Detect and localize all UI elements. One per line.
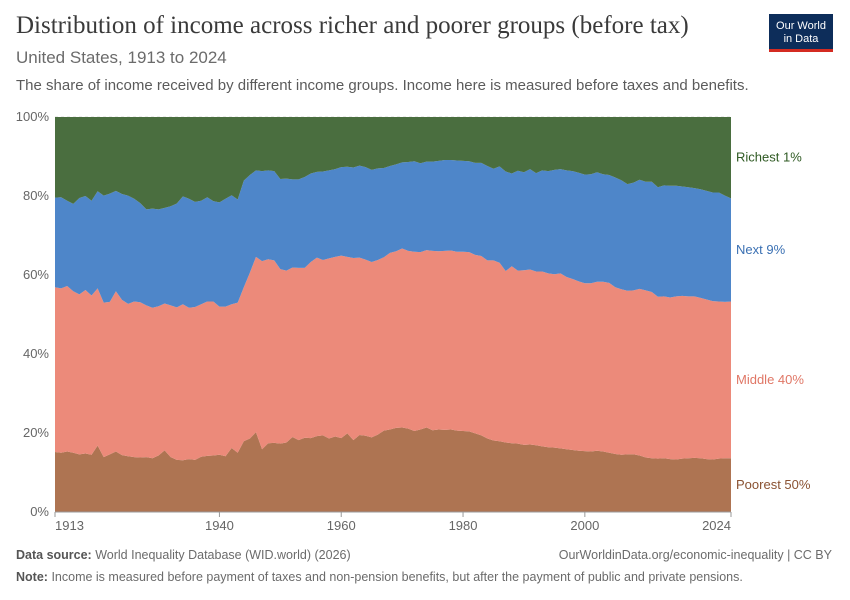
data-source-label: Data source: bbox=[16, 548, 92, 562]
x-tick-label: 2024 bbox=[702, 518, 731, 533]
area-middle-40[interactable] bbox=[55, 248, 731, 461]
area-richest-1[interactable] bbox=[55, 117, 731, 210]
series-label-next-9: Next 9% bbox=[736, 242, 786, 257]
y-tick-label: 100% bbox=[16, 109, 50, 124]
logo-line-2: in Data bbox=[783, 32, 819, 45]
chart-subtitle: United States, 1913 to 2024 bbox=[16, 48, 227, 67]
area-poorest-50[interactable] bbox=[55, 427, 731, 512]
y-tick-label: 40% bbox=[23, 346, 49, 361]
area-next-9[interactable] bbox=[55, 160, 731, 308]
y-axis: 0% 20% 40% 60% 80% 100% bbox=[16, 109, 50, 519]
area-series bbox=[55, 117, 731, 512]
series-label-poorest-50: Poorest 50% bbox=[736, 477, 811, 492]
y-tick-label: 60% bbox=[23, 267, 49, 282]
logo-line-1: Our World bbox=[776, 19, 826, 32]
series-label-richest-1: Richest 1% bbox=[736, 150, 802, 165]
chart-title: Distribution of income across richer and… bbox=[16, 12, 689, 39]
note-text: Income is measured before payment of tax… bbox=[51, 570, 743, 584]
data-source-link[interactable]: World Inequality Database (WID.world) (2… bbox=[95, 548, 351, 562]
credit-link[interactable]: OurWorldinData.org/economic-inequality |… bbox=[558, 548, 832, 562]
y-tick-label: 20% bbox=[23, 425, 49, 440]
x-tick-label: 1913 bbox=[55, 518, 84, 533]
x-tick-label: 1960 bbox=[327, 518, 356, 533]
y-tick-label: 0% bbox=[30, 504, 49, 519]
x-tick-label: 1980 bbox=[449, 518, 478, 533]
x-axis: 1913 1940 1960 1980 2000 2024 bbox=[54, 511, 732, 533]
chart-description: The share of income received by differen… bbox=[16, 77, 749, 94]
chart-note: Note: Income is measured before payment … bbox=[16, 570, 743, 584]
data-source: Data source: World Inequality Database (… bbox=[16, 548, 351, 562]
x-tick-label: 1940 bbox=[205, 518, 234, 533]
note-label: Note: bbox=[16, 570, 48, 584]
owid-logo[interactable]: Our World in Data bbox=[769, 14, 833, 52]
y-tick-label: 80% bbox=[23, 188, 49, 203]
series-label-middle-40: Middle 40% bbox=[736, 372, 804, 387]
x-tick-label: 2000 bbox=[570, 518, 599, 533]
series-labels: Poorest 50% Middle 40% Next 9% Richest 1% bbox=[736, 150, 811, 492]
